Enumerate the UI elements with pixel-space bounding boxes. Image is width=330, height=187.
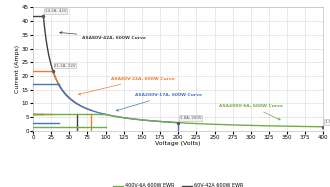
Text: 1.5A, 400V: 1.5A, 400V: [325, 120, 330, 124]
Text: ASA200V-17A, 600W Curve: ASA200V-17A, 600W Curve: [116, 93, 202, 111]
X-axis label: Voltage (Volts): Voltage (Volts): [155, 141, 201, 146]
Text: ASA80V-22A, 600W Curve: ASA80V-22A, 600W Curve: [79, 77, 175, 95]
Text: ASA80V-42A, 600W Curve: ASA80V-42A, 600W Curve: [60, 32, 146, 40]
Text: 14.2A, 42V: 14.2A, 42V: [45, 9, 66, 13]
Text: 3.8A, 200V: 3.8A, 200V: [180, 116, 201, 120]
Legend: 400V-6A 600W EWR, 200V-17A 600W EWR, 60V-42A 600W EWR, 80V-22A 600W EWR: 400V-6A 600W EWR, 200V-17A 600W EWR, 60V…: [111, 181, 246, 187]
Y-axis label: Current (Amps): Current (Amps): [16, 45, 20, 93]
Text: 21.2A, 22V: 21.2A, 22V: [54, 64, 76, 68]
Text: ASA400V-6A, 600W Curve: ASA400V-6A, 600W Curve: [219, 104, 283, 120]
